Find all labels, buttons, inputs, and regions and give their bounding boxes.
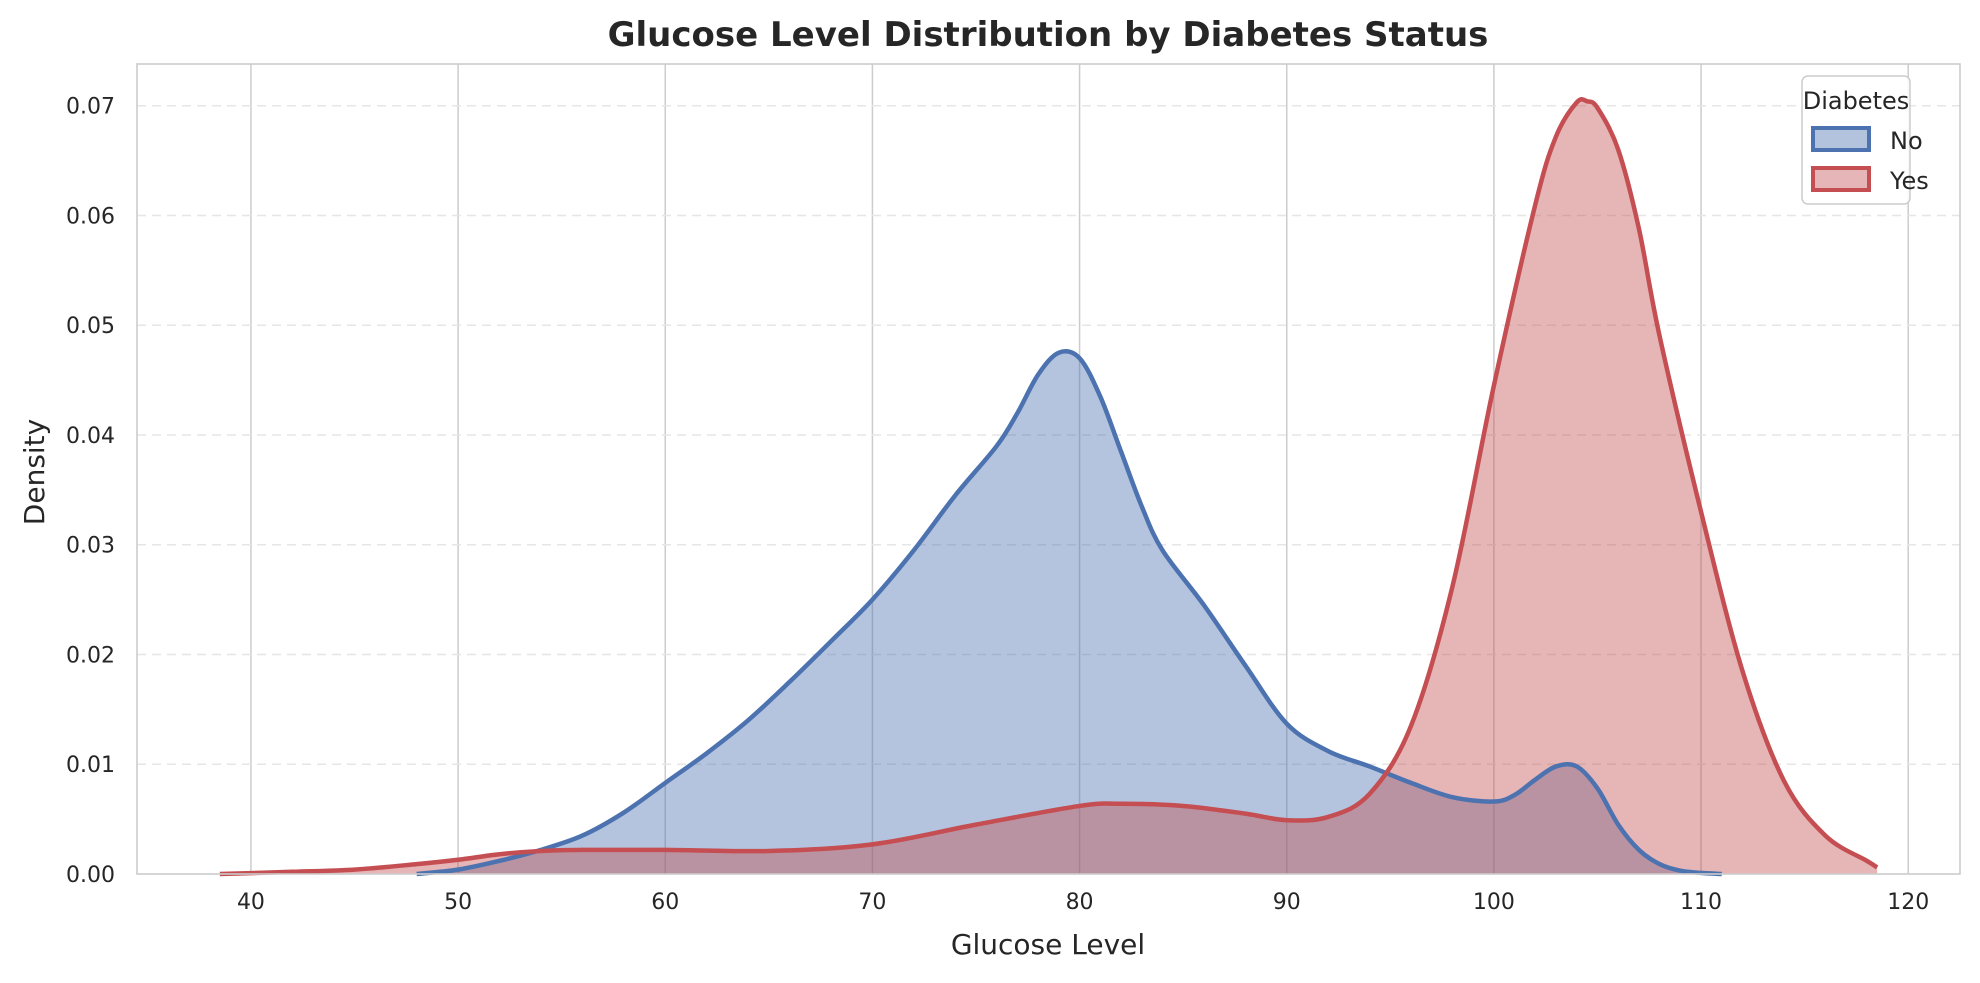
y-tick-label: 0.07 — [66, 95, 115, 120]
x-tick-label: 80 — [1066, 890, 1094, 915]
y-tick-label: 0.01 — [66, 753, 115, 778]
y-tick-label: 0.04 — [66, 424, 115, 449]
x-tick-label: 120 — [1887, 890, 1929, 915]
density-fill-no — [416, 351, 1722, 874]
x-tick-label: 60 — [651, 890, 679, 915]
legend-title: Diabetes — [1803, 87, 1910, 115]
legend-label-no: No — [1890, 127, 1923, 155]
y-tick-label: 0.00 — [66, 863, 115, 888]
chart-title: Glucose Level Distribution by Diabetes S… — [608, 15, 1489, 55]
density-line-yes — [219, 97, 1879, 877]
x-tick-label: 110 — [1680, 890, 1722, 915]
x-tick-label: 90 — [1273, 890, 1301, 915]
tick-labels: 40 50 60 70 80 90 100 110 120 0.00 0.01 0.02 0.03 0.0… — [66, 95, 1929, 915]
legend-swatch-yes — [1811, 166, 1871, 192]
x-tick-label: 50 — [444, 890, 472, 915]
y-axis-label: Density — [18, 419, 51, 525]
legend-swatch-no — [1811, 126, 1871, 152]
density-fill-yes — [219, 99, 1878, 874]
y-tick-label: 0.05 — [66, 314, 115, 339]
y-tick-label: 0.02 — [66, 643, 115, 668]
x-tick-label: 70 — [858, 890, 886, 915]
density-line-no — [416, 349, 1722, 877]
legend: Diabetes No Yes — [1801, 75, 1929, 205]
x-tick-label: 40 — [237, 890, 265, 915]
x-axis-label: Glucose Level — [951, 928, 1145, 961]
plot-frame — [136, 63, 1961, 875]
x-tick-label: 100 — [1473, 890, 1515, 915]
y-tick-label: 0.06 — [66, 204, 115, 229]
legend-label-yes: Yes — [1889, 167, 1929, 195]
y-tick-label: 0.03 — [66, 534, 115, 559]
density-areas — [219, 97, 1879, 877]
